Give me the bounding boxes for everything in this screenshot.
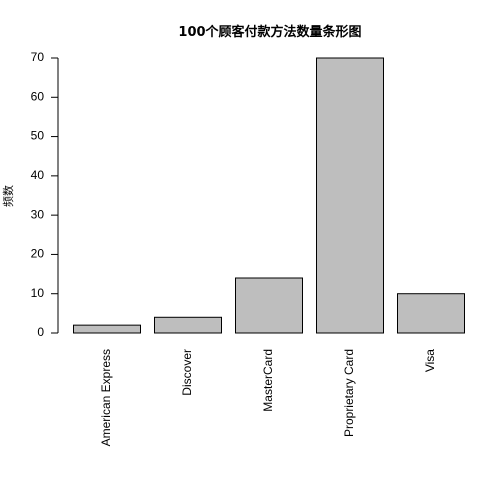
x-category-label: Proprietary Card xyxy=(342,349,356,437)
bars xyxy=(73,57,465,334)
x-category-label: Visa xyxy=(423,349,437,372)
chart-title: 100个顾客付款方法数量条形图 xyxy=(178,24,361,40)
x-category-label: MasterCard xyxy=(261,349,275,412)
x-category-label: American Express xyxy=(99,349,113,446)
y-tick-label: 10 xyxy=(31,286,45,300)
x-category-label: Discover xyxy=(180,349,194,396)
y-tick-label: 70 xyxy=(31,50,45,64)
y-axis-label: 频数 xyxy=(1,185,15,207)
bar xyxy=(73,324,141,334)
y-tick-label: 30 xyxy=(31,207,45,221)
y-tick-label: 60 xyxy=(31,89,45,103)
x-axis-labels: American Express Discover MasterCard Propri… xyxy=(99,349,437,447)
y-tick-label: 50 xyxy=(31,129,45,143)
bar xyxy=(154,316,222,334)
bar xyxy=(235,277,303,334)
bar xyxy=(316,57,384,334)
y-tick-label: 40 xyxy=(31,168,45,182)
y-tick-label: 0 xyxy=(37,325,44,339)
bar xyxy=(397,293,465,334)
y-axis: 0 10 20 30 40 50 60 70 xyxy=(31,50,59,339)
y-tick-label: 20 xyxy=(31,247,45,261)
